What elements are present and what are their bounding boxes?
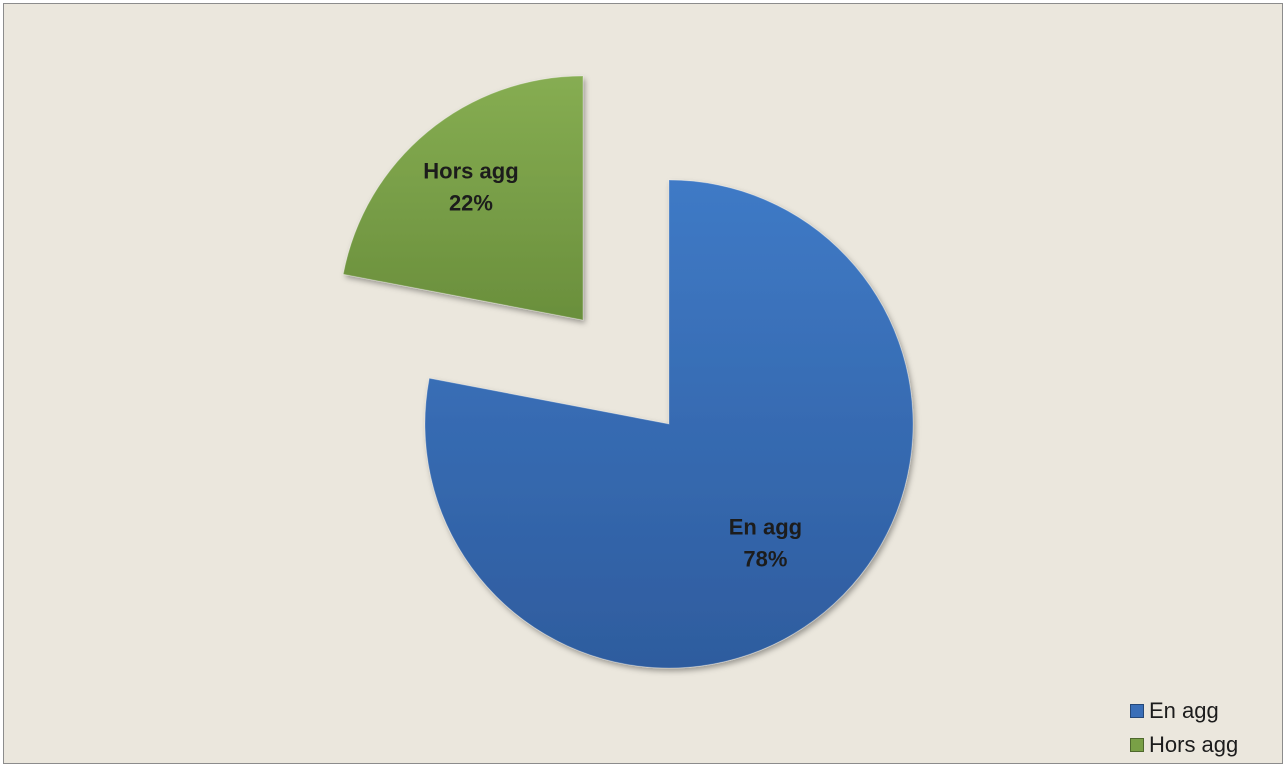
pie-slice-en-agg xyxy=(424,179,914,669)
slice-label-hors-agg: Hors agg xyxy=(423,159,518,184)
legend-label-hors-agg: Hors agg xyxy=(1149,732,1239,757)
pie-chart: En agg 78% Hors agg 22% xyxy=(342,75,914,669)
chart-area: En agg 78% Hors agg 22% En agg Hors agg xyxy=(3,3,1283,764)
slice-percent-hors-agg: 22% xyxy=(449,191,493,216)
legend-item-en-agg: En agg xyxy=(1130,694,1238,728)
slice-label-en-agg: En agg xyxy=(729,515,802,540)
pie-slice-hors-agg xyxy=(342,75,584,321)
legend-label-en-agg: En agg xyxy=(1149,698,1219,723)
legend: En agg Hors agg xyxy=(1130,694,1238,762)
legend-item-hors-agg: Hors agg xyxy=(1130,728,1238,762)
slice-percent-en-agg: 78% xyxy=(743,547,787,572)
legend-swatch-hors-agg xyxy=(1130,738,1144,752)
legend-swatch-en-agg xyxy=(1130,704,1144,718)
